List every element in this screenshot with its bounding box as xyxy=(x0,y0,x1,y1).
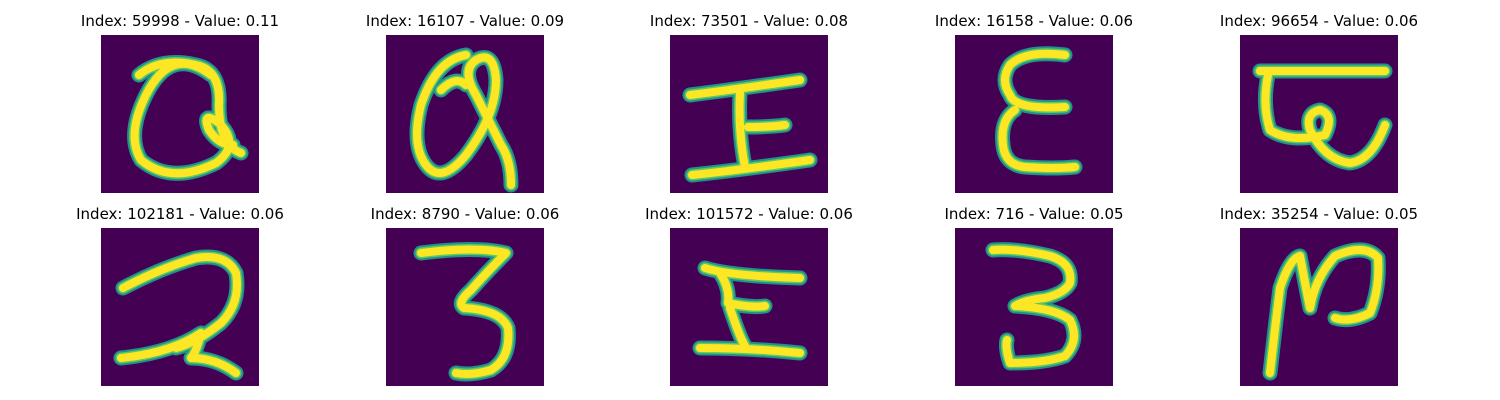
panel-title: Index: 96654 - Value: 0.06 xyxy=(1219,12,1419,30)
image-panel-7: Index: 8790 - Value: 0.06 xyxy=(350,205,580,390)
glyph-strokes xyxy=(409,47,519,193)
glyph-image xyxy=(386,228,544,386)
panel-title: Index: 73501 - Value: 0.08 xyxy=(649,12,849,30)
glyph-strokes xyxy=(995,46,1083,176)
glyph-image xyxy=(670,35,828,193)
image-panel-8: Index: 101572 - Value: 0.06 xyxy=(634,205,864,390)
glyph-image xyxy=(1240,228,1398,386)
panel-title: Index: 102181 - Value: 0.06 xyxy=(76,205,284,223)
panel-title: Index: 35254 - Value: 0.05 xyxy=(1219,205,1419,223)
panel-title: Index: 16107 - Value: 0.09 xyxy=(365,12,565,30)
panel-title: Index: 16158 - Value: 0.06 xyxy=(934,12,1134,30)
glyph-strokes xyxy=(682,72,818,183)
panel-title: Index: 59998 - Value: 0.11 xyxy=(80,12,280,30)
glyph-image xyxy=(955,228,1113,386)
glyph-image xyxy=(386,35,544,193)
glyph-strokes xyxy=(113,249,245,381)
glyph-image xyxy=(955,35,1113,193)
glyph-image xyxy=(670,228,828,386)
glyph-strokes xyxy=(692,260,808,361)
glyph-image xyxy=(1240,35,1398,193)
glyph-image xyxy=(101,35,259,193)
image-panel-6: Index: 102181 - Value: 0.06 xyxy=(65,205,295,390)
glyph-strokes xyxy=(413,242,516,382)
panel-title: Index: 8790 - Value: 0.06 xyxy=(370,205,560,223)
glyph-strokes xyxy=(1262,242,1386,381)
glyph-strokes xyxy=(127,55,249,181)
image-panel-2: Index: 16107 - Value: 0.09 xyxy=(350,12,580,197)
image-panel-4: Index: 16158 - Value: 0.06 xyxy=(919,12,1149,197)
image-panel-3: Index: 73501 - Value: 0.08 xyxy=(634,12,864,197)
image-panel-1: Index: 59998 - Value: 0.11 xyxy=(65,12,295,197)
glyph-strokes xyxy=(1252,63,1393,171)
panel-title: Index: 716 - Value: 0.05 xyxy=(944,205,1124,223)
glyph-image xyxy=(101,228,259,386)
image-panel-10: Index: 35254 - Value: 0.05 xyxy=(1204,205,1434,390)
image-panel-5: Index: 96654 - Value: 0.06 xyxy=(1204,12,1434,197)
glyph-strokes xyxy=(985,242,1082,371)
image-panel-9: Index: 716 - Value: 0.05 xyxy=(919,205,1149,390)
panel-title: Index: 101572 - Value: 0.06 xyxy=(645,205,853,223)
